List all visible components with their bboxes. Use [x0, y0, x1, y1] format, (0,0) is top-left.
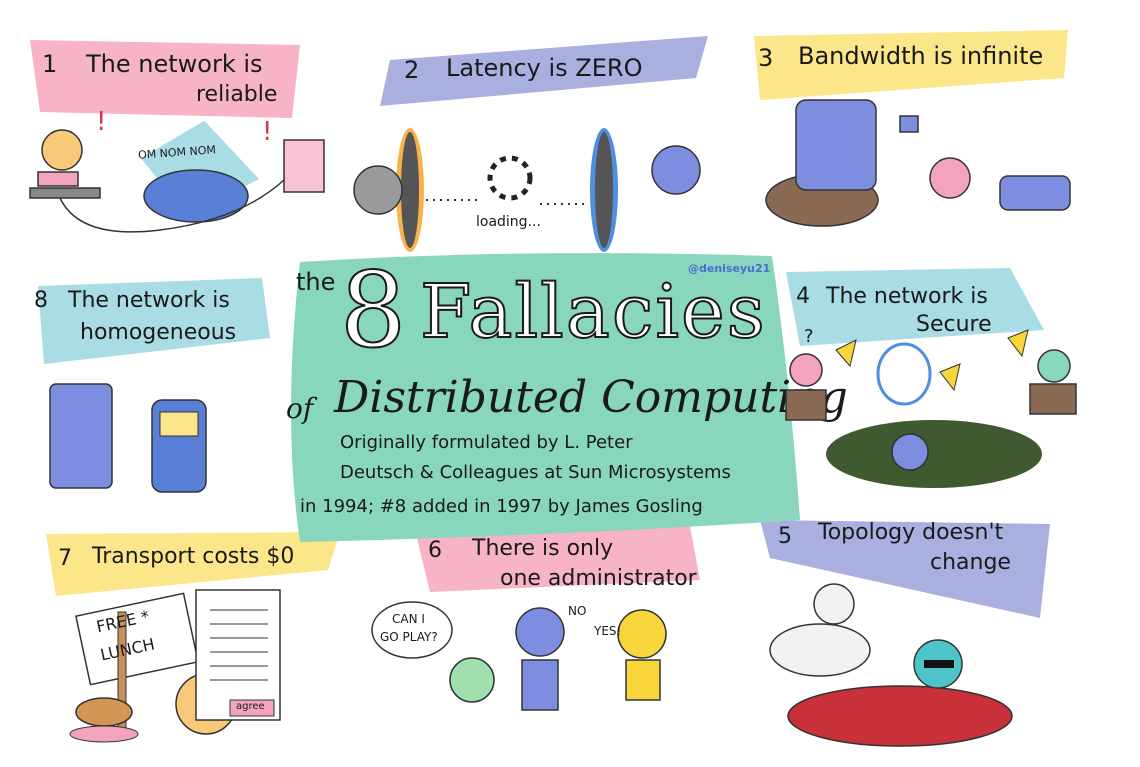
- banner-1-pink: [30, 40, 300, 118]
- exclaim-icon: !: [96, 107, 106, 137]
- butterfly-icon: [939, 363, 961, 392]
- fallacy-7-number: 7: [58, 546, 72, 571]
- laptop-icon: [37, 171, 79, 187]
- panel-2-scene: [353, 128, 701, 252]
- credit-line-1: Originally formulated by L. Peter: [340, 432, 633, 453]
- package-flying: [899, 115, 919, 133]
- question-mark: ?: [804, 326, 814, 347]
- cat-pink: [789, 353, 823, 387]
- fallacy-5-line2: change: [930, 550, 1011, 575]
- yes-text: YES!: [594, 624, 622, 638]
- cat-orange: [41, 129, 83, 171]
- title-subtitle: Distributed Computing: [334, 372, 848, 423]
- credit-line-3: in 1994; #8 added in 1997 by James Gosli…: [300, 496, 703, 517]
- panel-4-scene: [785, 329, 1077, 488]
- cat-green: [449, 657, 495, 703]
- free-lunch-sign: [75, 592, 199, 686]
- go-play-text: GO PLAY?: [380, 630, 438, 644]
- fallacy-7-line1: Transport costs $0: [92, 544, 295, 569]
- fallacy-4-line2: Secure: [916, 312, 992, 337]
- cat-pink: [929, 157, 971, 199]
- no-text: NO: [568, 604, 587, 618]
- pot-right: [1029, 383, 1077, 415]
- title-big-number: 8: [339, 249, 407, 371]
- fallacy-6-number: 6: [428, 538, 442, 563]
- fallacy-5-line1: Topology doesn't: [818, 520, 1004, 545]
- fallacy-8-line1: The network is: [68, 288, 230, 313]
- banner-5-lavender: [760, 520, 1050, 618]
- banner-6-pink: [414, 526, 700, 592]
- loading-text: loading...: [476, 214, 541, 230]
- cat-blue: [651, 145, 701, 195]
- credit-line-2: Deutsch & Colleagues at Sun Microsystems: [340, 462, 731, 483]
- fallacy-6-line1: There is only: [472, 536, 614, 561]
- pot-left: [785, 389, 827, 421]
- fallacy-5-number: 5: [778, 524, 792, 549]
- cat-blue: [891, 433, 929, 471]
- center-teal-blob: [291, 253, 800, 542]
- burger-icon: [75, 697, 133, 727]
- loading-spinner-icon: [487, 155, 533, 201]
- title-of: of: [286, 392, 314, 425]
- panel-1-scene: ! !: [29, 107, 325, 233]
- fallacy-3-number: 3: [758, 44, 774, 72]
- contract-document: [195, 589, 281, 721]
- red-car: [787, 685, 1013, 747]
- cat-black-white: [813, 583, 855, 625]
- can-i-text: CAN I: [392, 612, 425, 626]
- fallacy-4-line1: The network is: [826, 284, 988, 309]
- banner-2-lavender: [380, 36, 708, 106]
- banner-7-yellow: [46, 532, 340, 596]
- panel-6-scene: [371, 601, 667, 711]
- fallacy-2-number: 2: [404, 56, 420, 84]
- fallacy-1-line1: The network is: [86, 50, 263, 78]
- bug-net: [876, 342, 932, 406]
- fallacy-1-number: 1: [42, 50, 58, 78]
- title-the: the: [296, 268, 336, 296]
- shark: [143, 169, 249, 223]
- cat-yellow: [617, 609, 667, 659]
- panel-8-scene: [49, 383, 207, 493]
- desk: [29, 187, 101, 199]
- package-stack: [795, 99, 877, 191]
- panel-3-scene: [765, 99, 1071, 227]
- butterfly-icon: [835, 339, 857, 368]
- server-icon: [283, 139, 325, 193]
- agree-text: agree: [236, 701, 265, 712]
- author-handle: @deniseyu21: [688, 262, 771, 275]
- fallacy-4-number: 4: [796, 284, 810, 309]
- packages-pile: [999, 175, 1071, 211]
- exclaim-icon: !: [262, 117, 272, 147]
- fallacy-8-line2: homogeneous: [80, 320, 237, 345]
- panel-7-scene: [69, 589, 281, 743]
- cat-grey: [353, 165, 403, 215]
- banner-4-sky: [786, 268, 1044, 346]
- cat-blue: [515, 607, 565, 657]
- speech-bubble: [371, 601, 453, 659]
- fallacy-2-line1: Latency is ZERO: [446, 54, 643, 82]
- grass-mound: [826, 420, 1042, 488]
- banner-8-sky: [38, 278, 270, 364]
- horse: [769, 623, 871, 677]
- fallacy-6-line2: one administrator: [500, 566, 697, 591]
- fridge: [49, 383, 113, 489]
- title-fallacies: Fallacies: [419, 269, 767, 355]
- fallacy-3-line1: Bandwidth is infinite: [798, 42, 1044, 70]
- banner-3-yellow: [754, 30, 1068, 100]
- fallacy-1-line2: reliable: [196, 82, 278, 107]
- fallacy-8-number: 8: [34, 288, 48, 313]
- cat-teal: [1037, 349, 1071, 383]
- panel-5-scene: [769, 583, 1013, 747]
- butterfly-icon: [1007, 329, 1029, 358]
